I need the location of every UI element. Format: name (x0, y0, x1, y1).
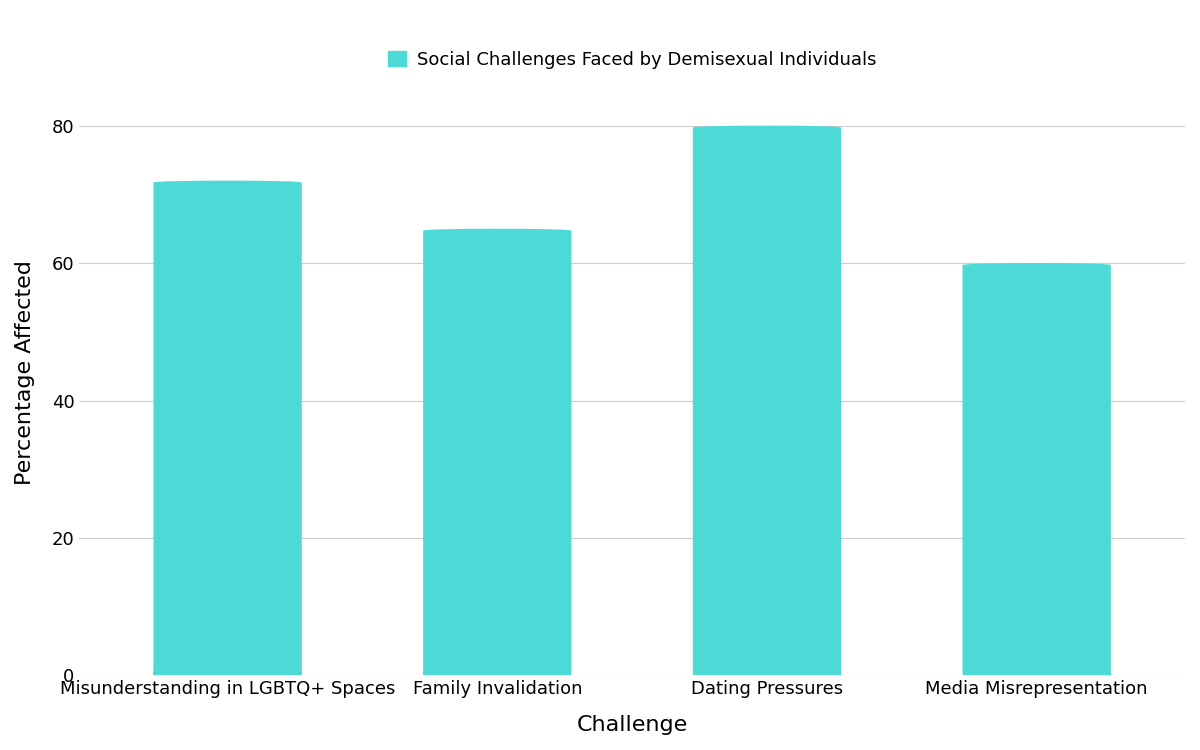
FancyBboxPatch shape (692, 125, 841, 676)
Bar (424, 671, 571, 676)
X-axis label: Challenge: Challenge (576, 715, 688, 735)
FancyBboxPatch shape (424, 229, 571, 676)
Bar (692, 671, 841, 676)
Bar (962, 671, 1111, 676)
Legend: Social Challenges Faced by Demisexual Individuals: Social Challenges Faced by Demisexual In… (380, 44, 883, 76)
Bar (154, 671, 301, 676)
FancyBboxPatch shape (154, 181, 301, 676)
Y-axis label: Percentage Affected: Percentage Affected (14, 260, 35, 485)
FancyBboxPatch shape (962, 263, 1111, 676)
